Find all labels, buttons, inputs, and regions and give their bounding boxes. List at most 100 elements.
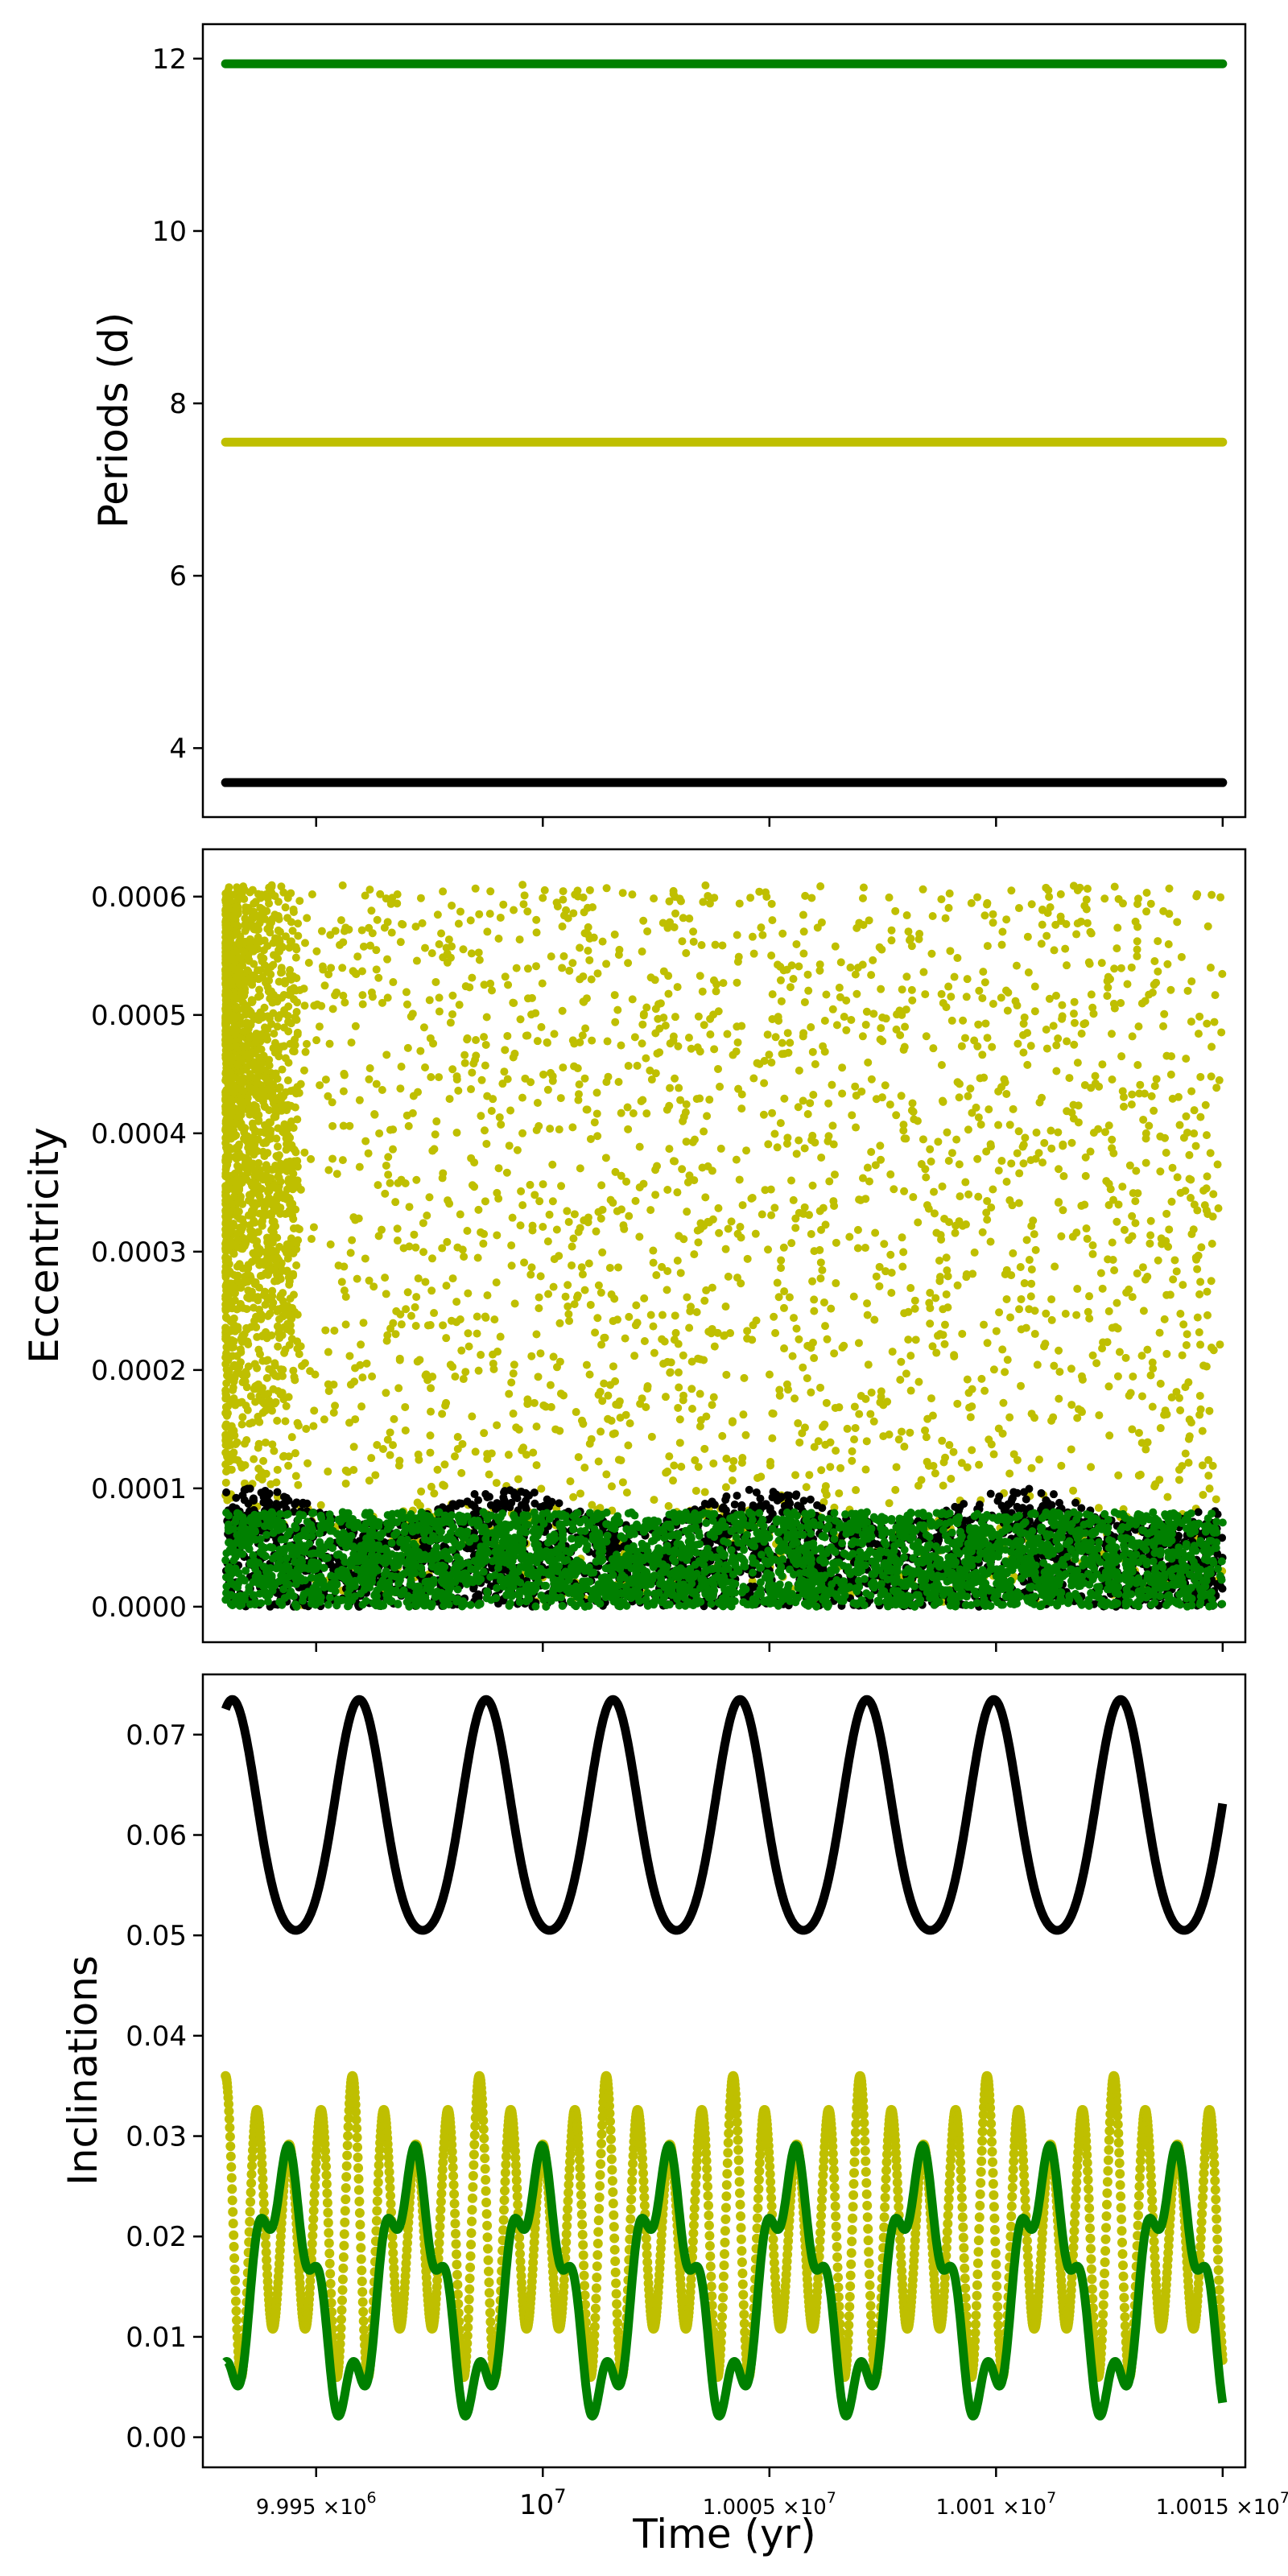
point (414, 1274, 423, 1283)
point (807, 1230, 815, 1239)
point (569, 1492, 578, 1501)
point (740, 1373, 749, 1382)
point (799, 1096, 807, 1105)
point (1196, 1278, 1205, 1286)
point (570, 1300, 579, 1309)
point (482, 1013, 491, 1022)
point (254, 1412, 262, 1421)
point (416, 894, 425, 902)
point (1210, 1018, 1219, 1026)
point (1139, 1115, 1148, 1124)
point (947, 1149, 956, 1158)
point (412, 1175, 421, 1184)
point (1033, 1360, 1042, 1369)
point (523, 964, 532, 973)
point (435, 939, 444, 948)
point (671, 1328, 680, 1337)
point (1098, 1284, 1107, 1293)
point (1193, 1206, 1202, 1215)
point (231, 1440, 240, 1449)
point (564, 1310, 573, 1319)
point (509, 1410, 518, 1418)
point (1030, 1230, 1038, 1239)
point (473, 1329, 481, 1338)
point (622, 1488, 631, 1497)
point (367, 1454, 376, 1463)
point (743, 1254, 752, 1263)
point (955, 1093, 964, 1102)
point (898, 1233, 906, 1242)
point (696, 1094, 704, 1103)
point (947, 1475, 956, 1484)
point (930, 1187, 939, 1196)
point (413, 1498, 422, 1507)
point (804, 986, 813, 995)
point (783, 1133, 792, 1142)
point (365, 1063, 374, 1072)
point (1133, 937, 1141, 946)
point (1104, 1121, 1113, 1130)
point (997, 1157, 1006, 1166)
point (838, 1063, 847, 1072)
point (448, 1274, 457, 1283)
point (676, 1269, 685, 1278)
point (293, 1224, 302, 1232)
point (828, 1121, 837, 1130)
point (341, 1320, 350, 1329)
point (568, 1123, 577, 1132)
point (878, 1037, 887, 1046)
point (252, 1385, 261, 1393)
point (1002, 1089, 1011, 1098)
point (1013, 1039, 1022, 1048)
point (555, 1125, 564, 1134)
point (233, 1229, 242, 1238)
point (294, 1480, 303, 1489)
point (1183, 986, 1192, 995)
point (361, 1137, 370, 1146)
point (1098, 1344, 1107, 1353)
point (222, 1353, 231, 1362)
point (536, 1349, 545, 1358)
point (1017, 1381, 1026, 1390)
point (361, 1254, 369, 1263)
point (821, 1322, 830, 1331)
point (263, 924, 272, 933)
point (1007, 886, 1016, 895)
point (983, 1034, 992, 1042)
point (556, 1094, 565, 1103)
point (307, 1235, 316, 1244)
point (237, 1097, 246, 1106)
point (382, 1051, 391, 1059)
point (719, 979, 728, 988)
point (800, 1203, 809, 1212)
point (337, 1278, 346, 1286)
point (302, 1424, 311, 1433)
point (724, 1272, 733, 1281)
point (739, 1410, 748, 1419)
point (940, 1320, 949, 1329)
point (359, 1319, 368, 1327)
point (427, 1407, 436, 1416)
point (261, 1287, 270, 1296)
point (291, 1148, 300, 1157)
point (795, 1438, 804, 1447)
point (625, 1419, 634, 1428)
point (728, 1418, 737, 1426)
point (727, 1217, 736, 1226)
point (1168, 1163, 1177, 1172)
point (679, 1117, 687, 1125)
point (974, 1192, 983, 1201)
point (709, 1393, 718, 1402)
point (438, 1174, 447, 1183)
point (982, 900, 991, 909)
point (594, 1281, 603, 1290)
point (357, 1402, 366, 1411)
point (260, 1152, 269, 1161)
point (694, 1238, 703, 1247)
point (338, 881, 347, 890)
point (1143, 1345, 1152, 1354)
point (340, 1286, 349, 1295)
point (997, 993, 1005, 1002)
point (709, 976, 718, 985)
point (736, 1223, 745, 1232)
